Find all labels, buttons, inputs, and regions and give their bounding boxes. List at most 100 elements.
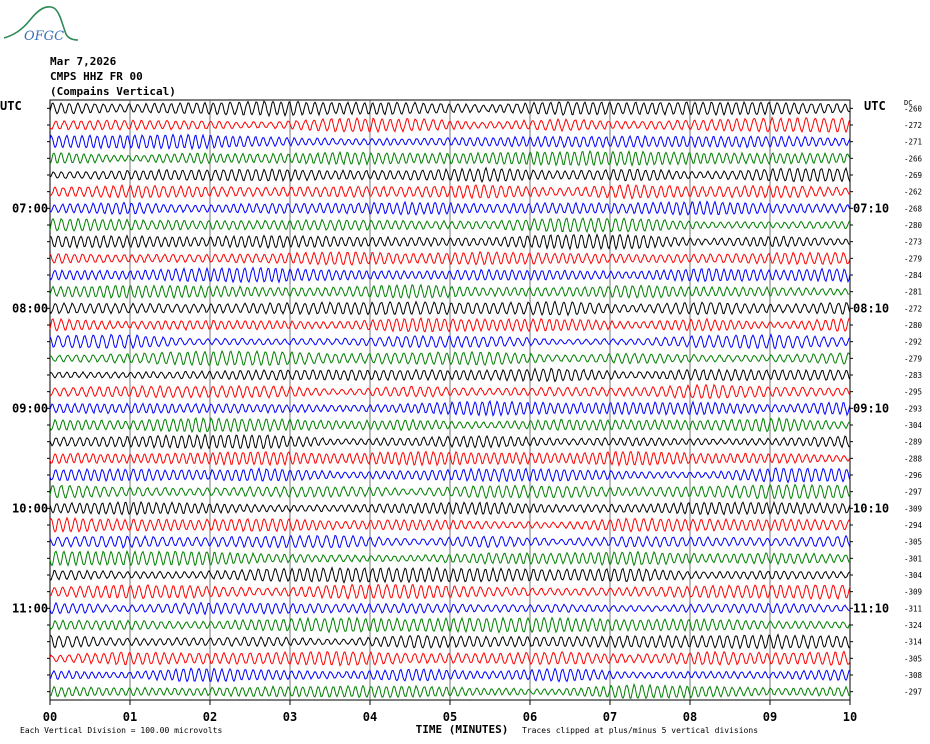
left-time-label: 07:00 [12, 201, 48, 215]
x-tick-label: 02 [203, 710, 217, 724]
trace-row-21 [49, 433, 851, 450]
dc-offset-label: -289 [904, 438, 922, 447]
trace-row-25 [49, 500, 851, 516]
trace-row-26 [49, 516, 851, 533]
trace-row-7 [49, 200, 851, 216]
dc-offset-label: -283 [904, 371, 922, 380]
dc-offset-label: -273 [904, 238, 922, 247]
axis-labels: 00 01 02 03 04 05 06 07 08 09 10 UTC UTC DC 07:00 08:00… [0, 99, 923, 736]
dc-offset-label: -297 [904, 688, 922, 697]
x-tick-label: 03 [283, 710, 297, 724]
right-time-label: 10:10 [853, 501, 889, 515]
dc-offset-label: -301 [904, 554, 922, 563]
x-tick-label: 08 [683, 710, 697, 724]
right-time-label: 08:10 [853, 301, 889, 315]
trace-row-30 [49, 583, 851, 601]
x-tick-label: 07 [603, 710, 617, 724]
plot-grid [47, 99, 853, 705]
x-tick-label: 04 [363, 710, 377, 724]
dc-offset-label: -304 [904, 421, 923, 430]
trace-row-12 [49, 283, 851, 300]
left-time-label: 09:00 [12, 401, 48, 415]
trace-row-34 [49, 650, 851, 667]
dc-offset-label: -272 [904, 121, 922, 130]
trace-row-33 [49, 633, 851, 650]
logo-mountain-icon [3, 5, 79, 41]
dc-offset-label: -294 [904, 521, 923, 530]
x-tick-label: 05 [443, 710, 457, 724]
trace-row-10 [49, 250, 851, 266]
trace-row-31 [49, 601, 851, 616]
trace-row-1 [49, 100, 851, 118]
trace-row-23 [49, 466, 851, 484]
dc-offset-label: -266 [904, 154, 923, 163]
right-time-label: 09:10 [853, 401, 889, 415]
dc-offset-label: -305 [904, 654, 922, 663]
trace-row-3 [49, 133, 851, 151]
dc-offset-label: -288 [904, 454, 923, 463]
dc-offset-label: -308 [904, 671, 923, 680]
left-utc-label: UTC [0, 99, 22, 113]
date-label: Mar 7,2026 [50, 55, 117, 68]
x-tick-label: 06 [523, 710, 537, 724]
dc-offset-label: -295 [904, 388, 922, 397]
dc-offset-label: -279 [904, 354, 922, 363]
trace-row-20 [49, 416, 851, 434]
dc-offset-label: -280 [904, 221, 923, 230]
dc-offset-label: -324 [904, 621, 923, 630]
dc-offset-label: -293 [904, 404, 922, 413]
trace-row-19 [49, 399, 851, 417]
x-tick-label: 09 [763, 710, 777, 724]
x-tick-label: 10 [843, 710, 857, 724]
ofgc-logo: OFGC [3, 5, 79, 44]
dc-offset-label: -269 [904, 171, 922, 180]
left-time-label: 08:00 [12, 301, 48, 315]
trace-row-11 [49, 266, 851, 284]
trace-row-14 [49, 316, 851, 333]
dc-offset-label: -311 [904, 604, 922, 613]
trace-row-35 [49, 667, 851, 683]
left-time-label: 11:00 [12, 601, 48, 615]
dc-offset-label: -309 [904, 504, 922, 513]
trace-row-6 [49, 183, 851, 200]
logo-text: OFGC [24, 29, 64, 44]
trace-row-5 [49, 166, 851, 183]
dc-offset-label: -314 [904, 638, 923, 647]
dc-offset-label: -260 [904, 104, 923, 113]
trace-row-17 [49, 367, 851, 383]
trace-row-4 [49, 149, 851, 167]
right-time-label: 07:10 [853, 201, 889, 215]
station-description: (Compains Vertical) [50, 85, 176, 98]
x-tick-label: 01 [123, 710, 137, 724]
dc-offset-label: -280 [904, 321, 923, 330]
dc-offset-label: -292 [904, 338, 922, 347]
trace-row-36 [49, 682, 851, 700]
trace-row-16 [50, 349, 851, 367]
dc-offset-label: -271 [904, 138, 922, 147]
dc-offset-label: -272 [904, 304, 922, 313]
x-tick-label: 00 [43, 710, 57, 724]
trace-row-28 [49, 549, 851, 567]
trace-row-13 [49, 300, 851, 317]
trace-row-29 [49, 566, 851, 584]
trace-row-24 [49, 483, 851, 500]
station-label: CMPS HHZ FR 00 [50, 70, 143, 83]
dc-offset-label: -279 [904, 254, 922, 263]
dc-offset-label: -296 [904, 471, 923, 480]
trace-row-9 [49, 233, 851, 251]
trace-row-18 [49, 383, 851, 400]
seismic-traces [49, 100, 851, 700]
dc-label: DC [904, 99, 912, 107]
left-time-label: 10:00 [12, 501, 48, 515]
trace-row-8 [49, 217, 851, 234]
x-axis-title: TIME (MINUTES) [416, 723, 509, 736]
vertical-division-note: Each Vertical Division = 100.00 microvol… [20, 726, 222, 735]
dc-offset-label: -268 [904, 204, 923, 213]
clipping-note: Traces clipped at plus/minus 5 vertical … [522, 726, 758, 735]
right-time-label: 11:10 [853, 601, 889, 615]
trace-row-22 [49, 450, 851, 467]
trace-row-32 [49, 616, 851, 634]
trace-row-2 [49, 116, 851, 134]
trace-row-15 [49, 333, 851, 350]
